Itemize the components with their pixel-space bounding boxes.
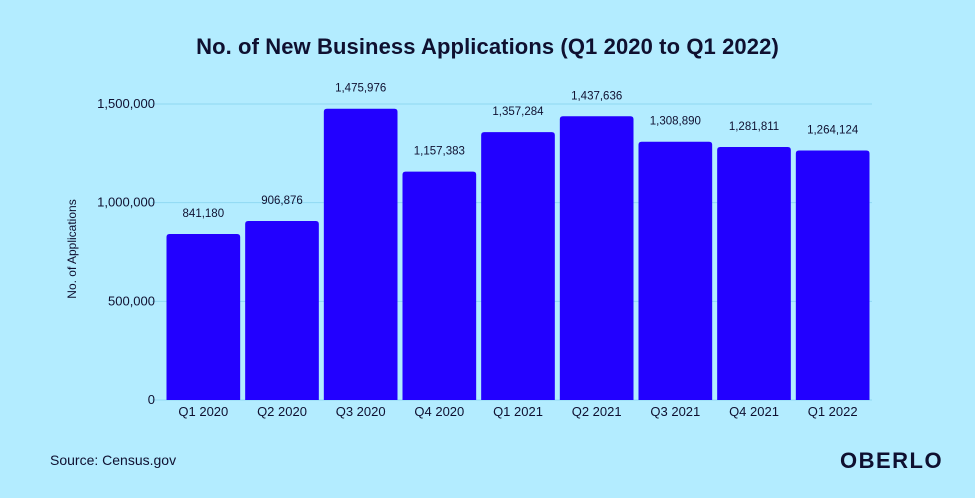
bar-value-label: 841,180 xyxy=(183,208,225,220)
x-tick-label: Q1 2022 xyxy=(808,404,858,419)
bar xyxy=(638,141,713,400)
chart-title: No. of New Business Applications (Q1 202… xyxy=(196,34,779,59)
x-tick-label: Q2 2020 xyxy=(257,404,307,419)
bar xyxy=(795,150,870,400)
oberlo-logo: OBERLO xyxy=(840,448,944,473)
source-note: Source: Census.gov xyxy=(50,452,177,468)
bar xyxy=(166,234,241,400)
bar-value-label: 1,308,890 xyxy=(650,116,701,128)
x-tick-label: Q1 2021 xyxy=(493,404,543,419)
x-tick-label: Q3 2021 xyxy=(650,404,700,419)
bar xyxy=(559,116,634,401)
bar-value-label: 1,475,976 xyxy=(335,83,386,95)
x-tick-label: Q4 2021 xyxy=(729,404,779,419)
x-tick-label: Q1 2020 xyxy=(178,404,228,419)
bar-value-label: 1,357,284 xyxy=(492,106,544,118)
y-tick-label: 0 xyxy=(148,392,155,407)
x-tick-label: Q3 2020 xyxy=(336,404,386,419)
y-tick-label: 1,000,000 xyxy=(97,195,155,210)
y-axis-ticks: 0 500,000 1,000,000 1,500,000 xyxy=(97,96,155,407)
bar-value-label: 1,264,124 xyxy=(807,125,859,137)
y-tick-label: 1,500,000 xyxy=(97,96,155,111)
bar-value-label: 1,437,636 xyxy=(571,90,622,102)
bar-value-label: 1,281,811 xyxy=(729,121,779,133)
x-tick-label: Q2 2021 xyxy=(572,404,622,419)
value-labels: 841,180 906,876 1,475,976 1,157,383 1,357,28… xyxy=(183,83,859,220)
bar xyxy=(481,132,555,400)
y-tick-label: 500,000 xyxy=(108,293,155,308)
bar xyxy=(717,147,791,400)
bar-value-label: 906,876 xyxy=(261,195,303,207)
bar xyxy=(245,221,319,400)
x-axis-ticks: Q1 2020 Q2 2020 Q3 2020 Q4 2020 Q1 2021 Q2 20… xyxy=(178,404,857,419)
bars xyxy=(166,108,870,401)
bar-value-label: 1,157,383 xyxy=(414,146,465,158)
bar xyxy=(402,171,477,400)
bar xyxy=(323,108,398,401)
x-tick-label: Q4 2020 xyxy=(414,404,464,419)
y-axis-label: No. of Applications xyxy=(65,199,79,298)
